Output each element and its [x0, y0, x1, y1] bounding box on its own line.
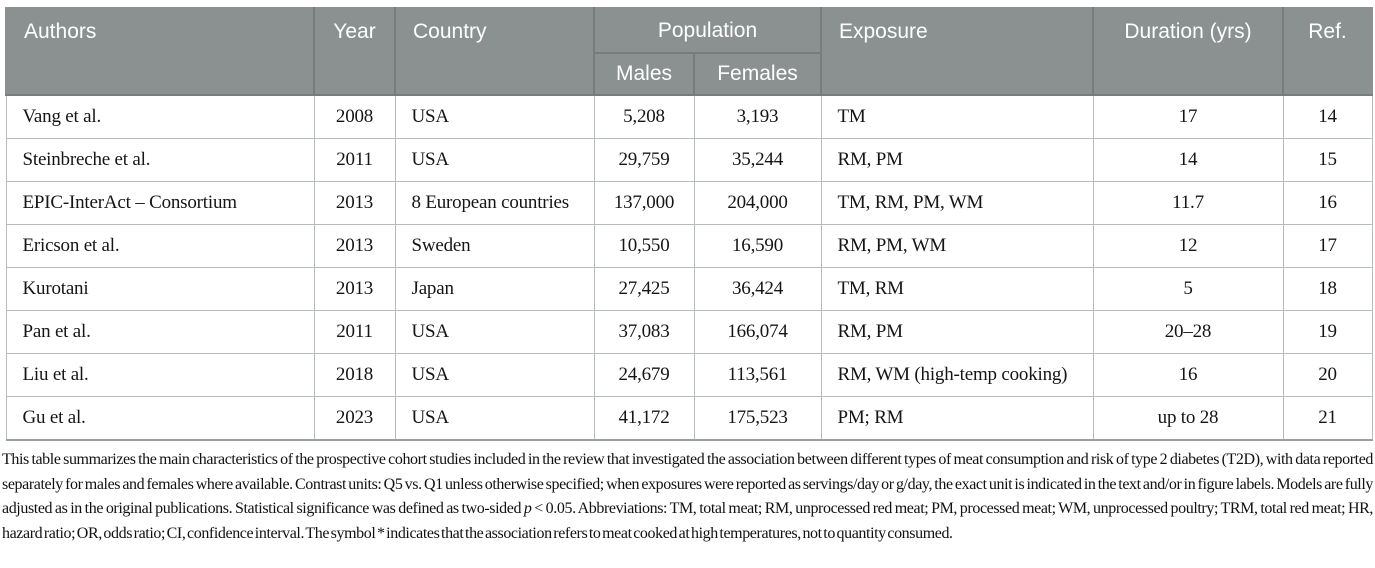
cell-exposure: TM	[820, 94, 1094, 139]
cell-country: Sweden	[394, 224, 595, 268]
header-males: Males	[593, 52, 695, 96]
cell-authors: Pan et al.	[5, 310, 315, 354]
cell-males: 5,208	[593, 94, 695, 139]
cell-country: Japan	[394, 267, 595, 311]
cell-exposure: TM, RM, PM, WM	[820, 181, 1094, 225]
cell-country: 8 European countries	[394, 181, 595, 225]
cell-authors: EPIC-InterAct – Consortium	[5, 181, 315, 225]
header-authors: Authors	[5, 7, 315, 96]
study-characteristics-table: Authors Year Country Population Exposure…	[5, 7, 1373, 441]
cell-duration: 5	[1092, 267, 1284, 311]
cell-males: 27,425	[593, 267, 695, 311]
cell-authors: Liu et al.	[5, 353, 315, 397]
cell-country: USA	[394, 353, 595, 397]
cell-authors: Steinbreche et al.	[5, 138, 315, 182]
footnote-text-after-p: < 0.05. Abbreviations: TM, total meat; R…	[2, 500, 1373, 542]
cell-males: 29,759	[593, 138, 695, 182]
cell-exposure: RM, WM (high-temp cooking)	[820, 353, 1094, 397]
cell-country: USA	[394, 310, 595, 354]
cell-males: 41,172	[593, 396, 695, 441]
cell-females: 36,424	[693, 267, 822, 311]
cell-ref: 19	[1282, 310, 1373, 354]
table-footnote: This table summarizes the main character…	[0, 448, 1375, 546]
cell-males: 37,083	[593, 310, 695, 354]
cell-ref: 17	[1282, 224, 1373, 268]
cell-duration: up to 28	[1092, 396, 1284, 441]
table-row: EPIC-InterAct – Consortium 2013 8 Europe…	[5, 181, 1373, 225]
table-row: Liu et al. 2018 USA 24,679 113,561 RM, W…	[5, 353, 1373, 397]
table-row: Gu et al. 2023 USA 41,172 175,523 PM; RM…	[5, 396, 1373, 441]
cell-authors: Ericson et al.	[5, 224, 315, 268]
cell-year: 2011	[313, 310, 396, 354]
cell-females: 113,561	[693, 353, 822, 397]
cell-authors: Gu et al.	[5, 396, 315, 441]
table-row: Kurotani 2013 Japan 27,425 36,424 TM, RM…	[5, 267, 1373, 311]
cell-ref: 15	[1282, 138, 1373, 182]
table-row: Pan et al. 2011 USA 37,083 166,074 RM, P…	[5, 310, 1373, 354]
cell-year: 2018	[313, 353, 396, 397]
footnote-p-italic: p	[523, 500, 532, 517]
cell-females: 16,590	[693, 224, 822, 268]
header-females: Females	[693, 52, 822, 96]
cell-duration: 12	[1092, 224, 1284, 268]
cell-year: 2013	[313, 181, 396, 225]
cell-duration: 16	[1092, 353, 1284, 397]
table-row: Vang et al. 2008 USA 5,208 3,193 TM 17 1…	[5, 94, 1373, 139]
cell-females: 35,244	[693, 138, 822, 182]
cell-ref: 16	[1282, 181, 1373, 225]
table-row: Ericson et al. 2013 Sweden 10,550 16,590…	[5, 224, 1373, 268]
cell-males: 24,679	[593, 353, 695, 397]
header-row-main: Authors Year Country Population Exposure…	[5, 7, 1373, 96]
table-row: Steinbreche et al. 2011 USA 29,759 35,24…	[5, 138, 1373, 182]
header-ref: Ref.	[1282, 7, 1373, 96]
cell-year: 2013	[313, 224, 396, 268]
cell-duration: 20–28	[1092, 310, 1284, 354]
cell-duration: 17	[1092, 94, 1284, 139]
cell-year: 2023	[313, 396, 396, 441]
table-body: Vang et al. 2008 USA 5,208 3,193 TM 17 1…	[5, 94, 1373, 441]
cell-authors: Kurotani	[5, 267, 315, 311]
cell-females: 3,193	[693, 94, 822, 139]
cell-ref: 20	[1282, 353, 1373, 397]
cell-ref: 18	[1282, 267, 1373, 311]
cell-males: 137,000	[593, 181, 695, 225]
header-population: Population	[593, 7, 822, 54]
cell-country: USA	[394, 138, 595, 182]
cell-females: 204,000	[693, 181, 822, 225]
cell-exposure: RM, PM, WM	[820, 224, 1094, 268]
cell-exposure: TM, RM	[820, 267, 1094, 311]
header-row-sub: Males Females	[6, 52, 1372, 96]
cell-duration: 11.7	[1092, 181, 1284, 225]
header-country: Country	[394, 7, 595, 96]
header-exposure: Exposure	[820, 7, 1094, 96]
cell-ref: 14	[1282, 94, 1373, 139]
header-year: Year	[313, 7, 396, 96]
cell-exposure: RM, PM	[820, 310, 1094, 354]
cell-country: USA	[394, 94, 595, 139]
cell-exposure: PM; RM	[820, 396, 1094, 441]
footnote-text-before-p: This table summarizes the main character…	[2, 451, 1373, 517]
paper-table-figure: Authors Year Country Population Exposure…	[0, 7, 1375, 568]
cell-year: 2008	[313, 94, 396, 139]
cell-females: 175,523	[693, 396, 822, 441]
cell-ref: 21	[1282, 396, 1373, 441]
cell-year: 2011	[313, 138, 396, 182]
table-header: Authors Year Country Population Exposure…	[5, 7, 1373, 96]
header-duration: Duration (yrs)	[1092, 7, 1284, 96]
cell-authors: Vang et al.	[5, 94, 315, 139]
cell-exposure: RM, PM	[820, 138, 1094, 182]
cell-females: 166,074	[693, 310, 822, 354]
cell-year: 2013	[313, 267, 396, 311]
cell-duration: 14	[1092, 138, 1284, 182]
cell-males: 10,550	[593, 224, 695, 268]
cell-country: USA	[394, 396, 595, 441]
